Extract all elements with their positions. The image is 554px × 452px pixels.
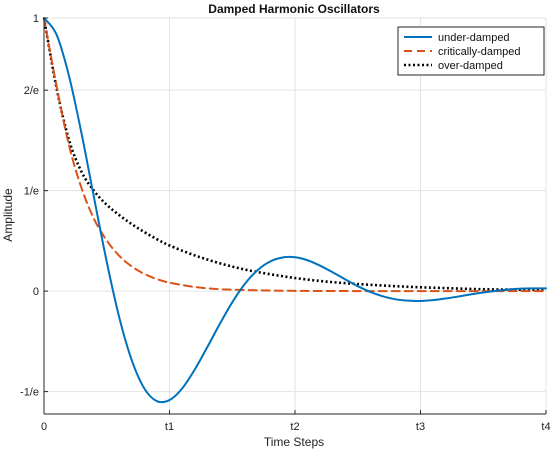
series-line-under-damped — [43, 17, 547, 404]
y-axis-label: Amplitude — [1, 188, 15, 242]
x-tick-label-2: t2 — [290, 421, 299, 433]
chart-title: Damped Harmonic Oscillators — [208, 2, 380, 16]
y-tick-label-2: 1/e — [24, 186, 39, 198]
x-axis-label: Time Steps — [264, 435, 324, 449]
series-line-critically-damped — [43, 17, 547, 293]
legend-label-under-damped: under-damped — [438, 32, 510, 44]
legend-label-over-damped: over-damped — [438, 60, 503, 72]
legend: under-damped critically-damped over-damped — [397, 26, 545, 76]
y-tick-label-4: -1/e — [20, 387, 39, 399]
series-layer — [42, 17, 547, 404]
legend-label-critically-damped: critically-damped — [438, 46, 521, 58]
x-tick-label-0: 0 — [41, 421, 47, 433]
tick-labels: 0 t1 t2 t3 t4 1 2/e 1/e 0 -1/e — [20, 13, 551, 433]
y-tick-label-1: 2/e — [24, 85, 39, 97]
y-tick-label-0: 1 — [33, 13, 39, 25]
series-line-over-damped — [42, 17, 547, 292]
y-tick-label-3: 0 — [33, 286, 39, 298]
x-tick-label-3: t3 — [416, 421, 425, 433]
axes — [43, 17, 547, 415]
x-tick-label-4: t4 — [541, 421, 550, 433]
x-tick-label-1: t1 — [165, 421, 174, 433]
